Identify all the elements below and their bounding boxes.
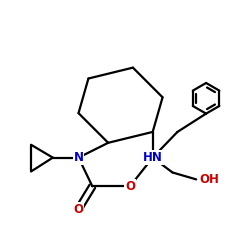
Text: O: O [74,202,84,215]
Text: N: N [74,151,84,164]
Text: OH: OH [199,173,219,186]
Text: O: O [125,180,135,193]
Text: HN: HN [143,151,163,164]
